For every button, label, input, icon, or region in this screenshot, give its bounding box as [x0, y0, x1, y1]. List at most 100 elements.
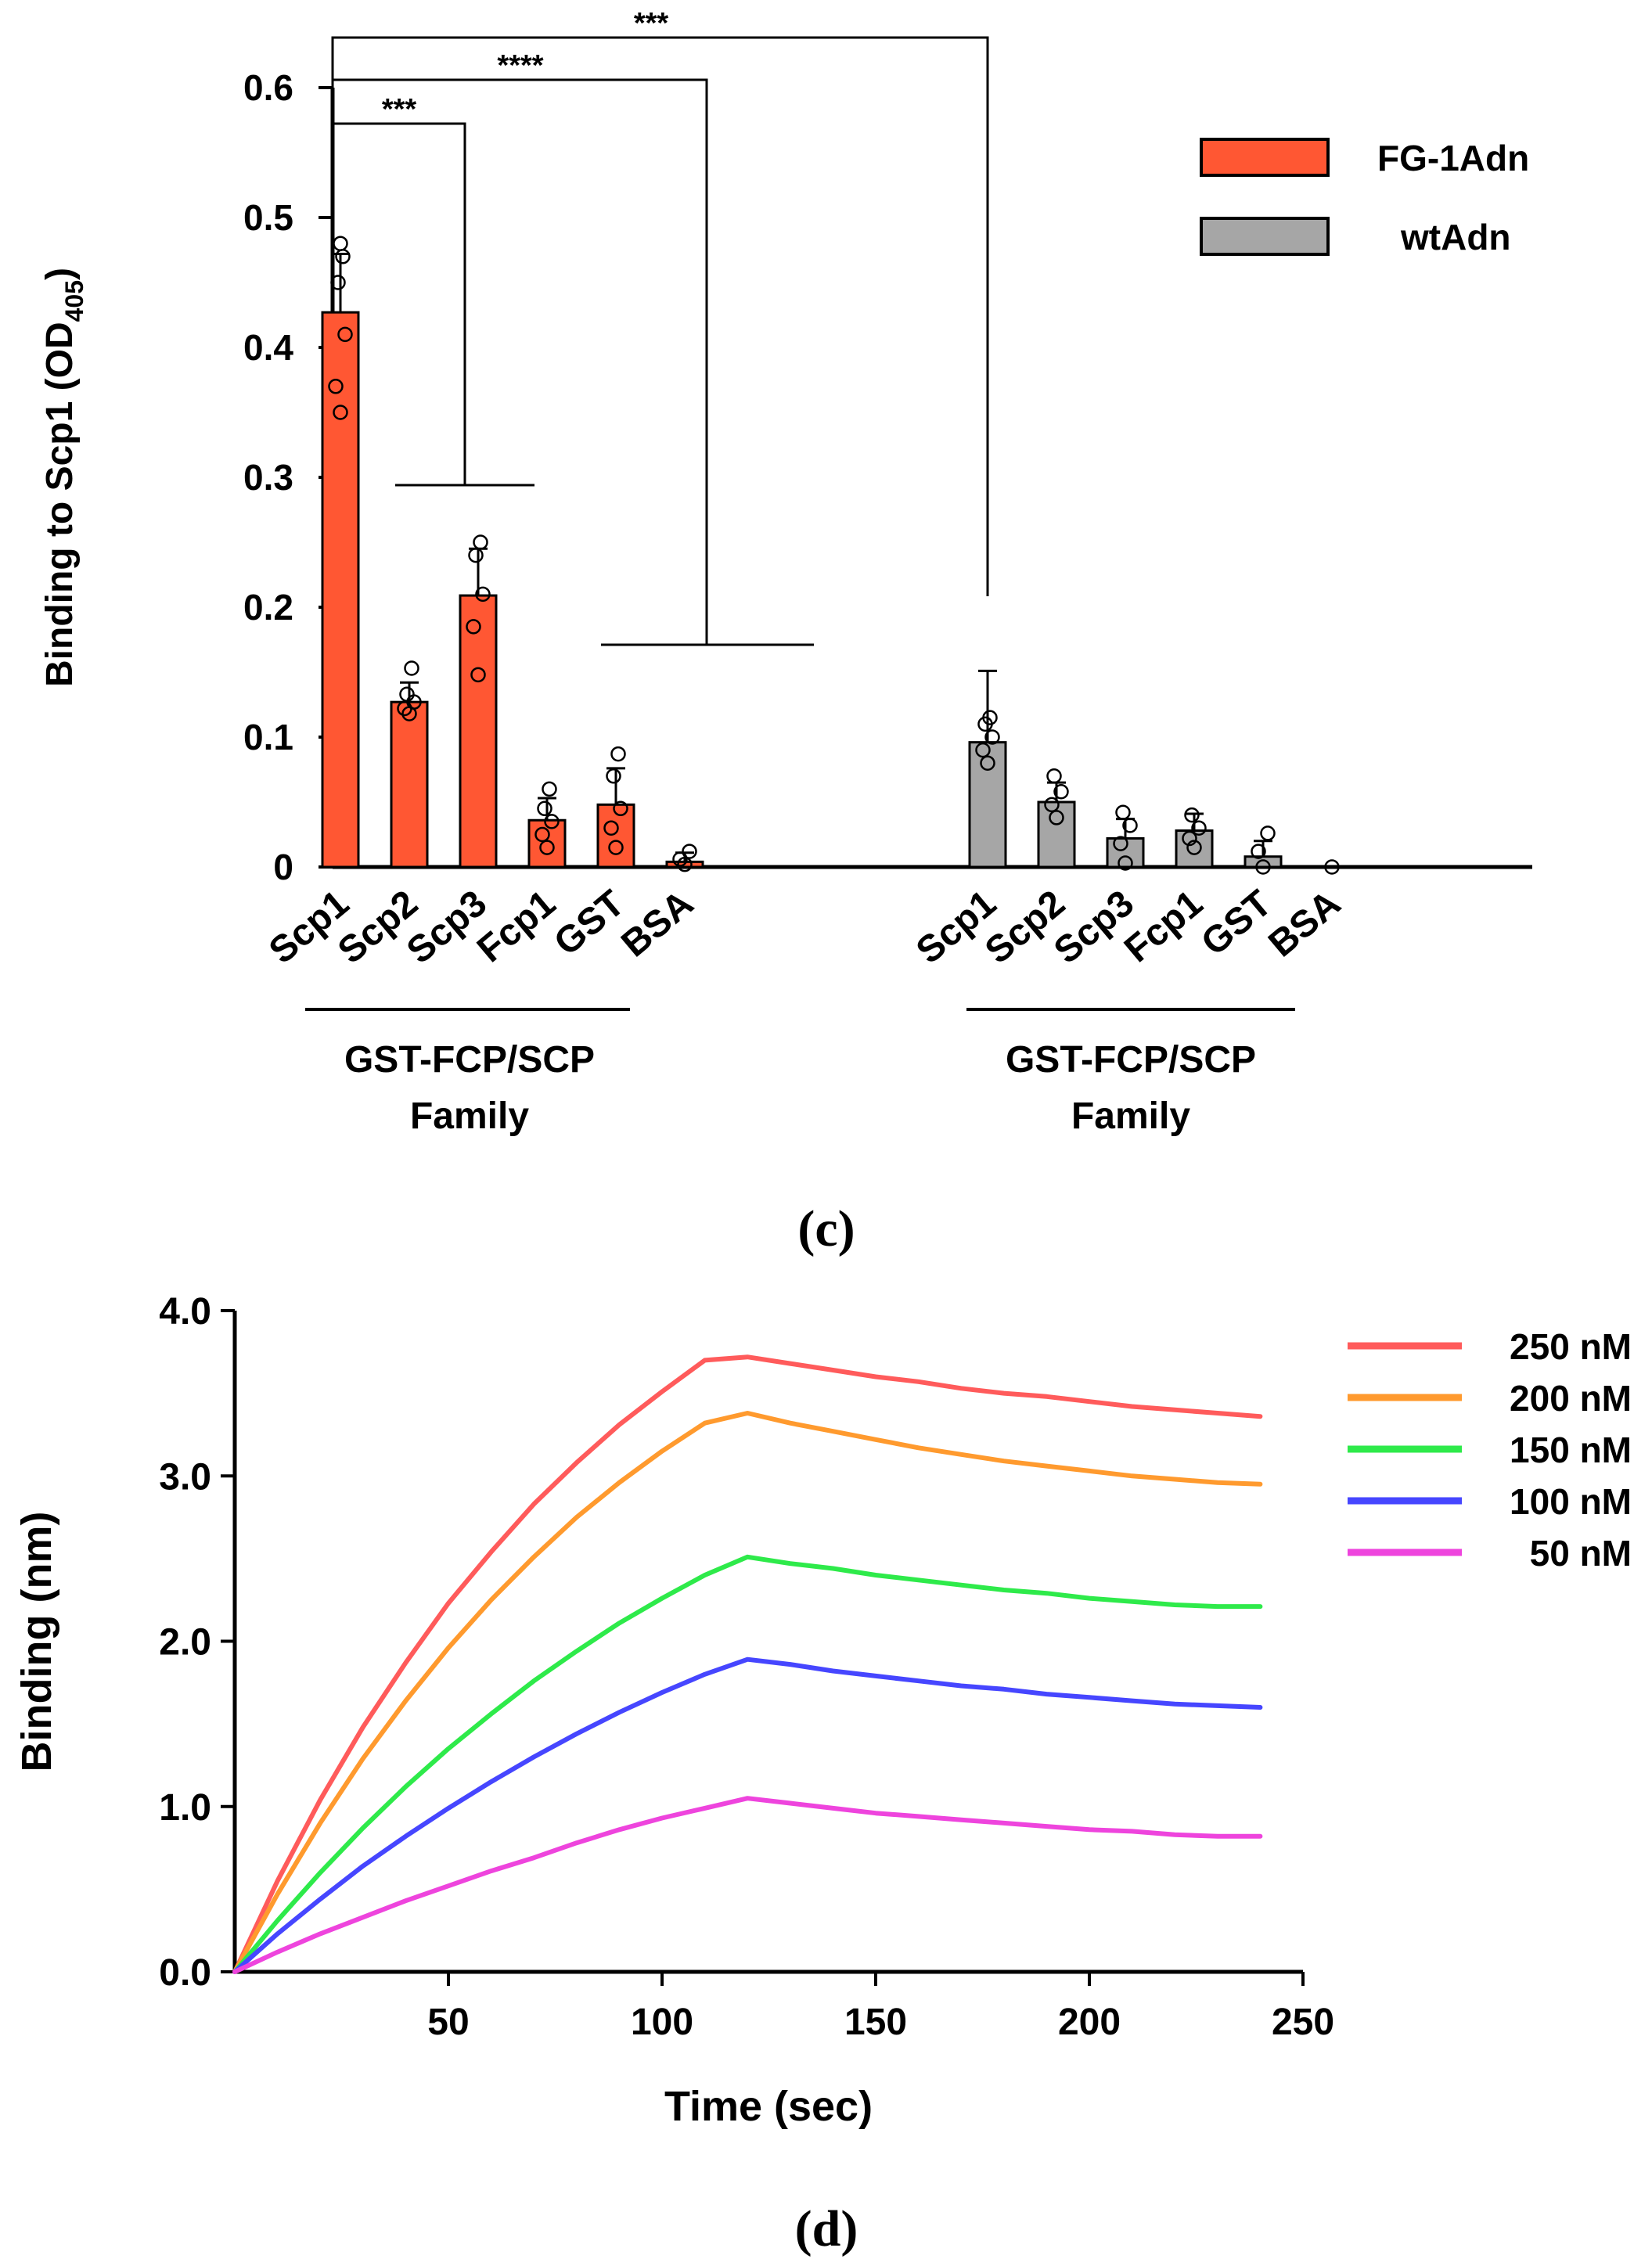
line-x-tick-label-2: 150 [844, 2002, 907, 2043]
legend-item-wtadn: wtAdn [1200, 217, 1511, 257]
data-point-wtAdn-GST-1 [1251, 844, 1266, 859]
data-point-FG-1Adn-Fcp1-2 [544, 814, 560, 829]
family-label-right-line2: Family [1071, 1095, 1190, 1137]
data-point-wtAdn-Scp2-0 [1049, 810, 1064, 826]
y-tick-label-5: 0.5 [243, 197, 293, 238]
bar-wtAdn-Scp1 [968, 741, 1007, 869]
data-point-wtAdn-Fcp1-0 [1186, 840, 1202, 855]
data-point-FG-1Adn-Scp3-0 [470, 667, 486, 683]
series-line-200-nM [232, 1411, 1263, 1974]
data-point-wtAdn-Scp2-2 [1053, 783, 1069, 800]
line-y-tick-label-0: 0.0 [159, 1952, 211, 1994]
data-point-FG-1Adn-Scp1-1 [328, 379, 344, 394]
y-tick-label-3: 0.3 [243, 457, 293, 498]
data-point-wtAdn-GST-0 [1255, 859, 1271, 875]
data-point-FG-1Adn-Scp3-4 [473, 534, 488, 550]
y-tick-label-0: 0 [273, 847, 293, 887]
line-x-tick-label-0: 50 [427, 2002, 469, 2043]
y-tick-label-2: 0.2 [243, 587, 293, 628]
legend-swatch-wtadn [1200, 217, 1330, 256]
line-y-tick-label-4: 4.0 [159, 1291, 211, 1333]
data-point-FG-1Adn-Scp2-3 [399, 686, 415, 702]
data-point-FG-1Adn-Scp1-3 [330, 275, 346, 290]
data-point-wtAdn-BSA-0 [1324, 859, 1340, 875]
bar-chart-significance-brackets: *** **** *** [331, 7, 989, 646]
data-point-wtAdn-Scp1-0 [980, 755, 995, 771]
data-point-FG-1Adn-Scp3-1 [466, 619, 481, 635]
data-point-FG-1Adn-Scp1-2 [337, 326, 353, 343]
data-point-FG-1Adn-Scp3-2 [475, 586, 491, 603]
data-point-FG-1Adn-Scp1-0 [333, 405, 348, 420]
bar-FG-1Adn-Scp3 [459, 594, 498, 869]
line-y-tick-label-1: 1.0 [159, 1787, 211, 1829]
panel-label-c: (c) [797, 1200, 855, 1257]
series-line-250-nM [232, 1354, 1263, 1974]
data-point-FG-1Adn-GST-0 [608, 840, 624, 855]
bar-chart-legend: FG-1Adn wtAdn [1200, 138, 1529, 257]
data-point-FG-1Adn-Scp1-5 [333, 236, 348, 251]
legend-item-150-nM: 150 nM [1348, 1430, 1632, 1470]
y-tick-label-1: 0.1 [243, 717, 293, 757]
family-label-left-line2: Family [410, 1095, 529, 1137]
family-label-left-line1: GST-FCP/SCP [344, 1039, 595, 1081]
data-point-FG-1Adn-Fcp1-3 [537, 800, 552, 817]
data-point-FG-1Adn-BSA-0 [677, 856, 693, 872]
sig-bracket-scp2-scp3 [331, 122, 466, 485]
data-point-FG-1Adn-Fcp1-0 [539, 840, 555, 855]
data-point-FG-1Adn-Fcp1-1 [534, 826, 550, 843]
line-chart-y-axis-label: Binding (nm) [13, 1512, 60, 1772]
data-point-FG-1Adn-GST-2 [613, 800, 628, 817]
series-line-100-nM [232, 1656, 1263, 1974]
legend-swatch-fg1adn [1200, 138, 1330, 177]
data-point-wtAdn-Scp3-2 [1122, 818, 1138, 833]
sig-label-controls: **** [497, 49, 543, 82]
legend-item-100-nM: 100 nM [1348, 1481, 1632, 1522]
bar-FG-1Adn-Scp2 [390, 700, 429, 869]
sig-bracket-wtadn [331, 36, 989, 596]
sig-label-scp2-scp3: *** [382, 93, 417, 126]
data-point-FG-1Adn-BSA-1 [672, 851, 688, 867]
panel-label-d: (d) [795, 2200, 858, 2257]
data-point-FG-1Adn-Scp2-4 [404, 660, 419, 676]
legend-label-wtadn: wtAdn [1400, 217, 1511, 257]
bar-chart-bars [321, 236, 1351, 875]
data-point-wtAdn-Scp3-0 [1118, 855, 1133, 871]
bar-wtAdn-Scp3 [1106, 836, 1145, 869]
line-chart-series [232, 1354, 1263, 1974]
legend-item-fg1adn: FG-1Adn [1200, 138, 1529, 178]
bar-wtAdn-GST [1243, 855, 1283, 869]
data-point-FG-1Adn-Scp3-3 [468, 547, 484, 563]
data-point-wtAdn-Scp2-3 [1046, 768, 1062, 784]
data-point-wtAdn-GST-2 [1260, 826, 1276, 841]
line-x-tick-label-1: 100 [631, 2002, 693, 2043]
legend-item-250-nM: 250 nM [1348, 1326, 1632, 1367]
bar-wtAdn-Fcp1 [1175, 829, 1214, 869]
sig-bracket-controls [331, 78, 708, 645]
legend-label-150-nM: 150 nM [1510, 1430, 1632, 1470]
line-chart-y-ticks: 0.0 1.0 2.0 3.0 4.0 [159, 1291, 235, 1994]
data-point-wtAdn-Fcp1-1 [1182, 830, 1197, 847]
line-chart-x-ticks: 50 100 150 200 250 [427, 1972, 1334, 2043]
line-chart-d: 0.0 1.0 2.0 3.0 4.0 50 100 150 200 250 Time (sec… [13, 1291, 1632, 2130]
bar-FG-1Adn-Fcp1 [527, 818, 567, 869]
y-tick-label-4: 0.4 [243, 327, 293, 368]
series-line-50-nM [232, 1796, 1263, 1974]
bar-chart-y-axis-label: Binding to Scp1 (OD405) [39, 268, 88, 687]
bar-FG-1Adn-Scp1 [321, 311, 360, 869]
data-point-wtAdn-Scp2-1 [1044, 797, 1060, 813]
data-point-wtAdn-Scp1-1 [975, 742, 991, 758]
line-y-tick-label-3: 3.0 [159, 1456, 211, 1498]
legend-item-200-nM: 200 nM [1348, 1378, 1632, 1419]
data-point-wtAdn-Scp1-2 [984, 729, 1000, 745]
data-point-wtAdn-Scp3-3 [1115, 804, 1131, 821]
data-point-FG-1Adn-GST-4 [610, 746, 626, 762]
bar-chart-family-labels: GST-FCP/SCP Family GST-FCP/SCP Family [305, 1008, 1295, 1137]
data-point-wtAdn-Scp1-4 [982, 710, 998, 725]
bar-chart-y-ticks: 0 0.1 0.2 0.3 0.4 0.5 0.6 [243, 67, 333, 887]
data-point-wtAdn-Fcp1-3 [1184, 807, 1200, 823]
line-chart-x-axis-label: Time (sec) [664, 2083, 873, 2130]
legend-label-50-nM: 50 nM [1530, 1533, 1632, 1574]
data-point-FG-1Adn-Fcp1-4 [542, 781, 557, 797]
bar-wtAdn-BSA [1312, 865, 1351, 869]
